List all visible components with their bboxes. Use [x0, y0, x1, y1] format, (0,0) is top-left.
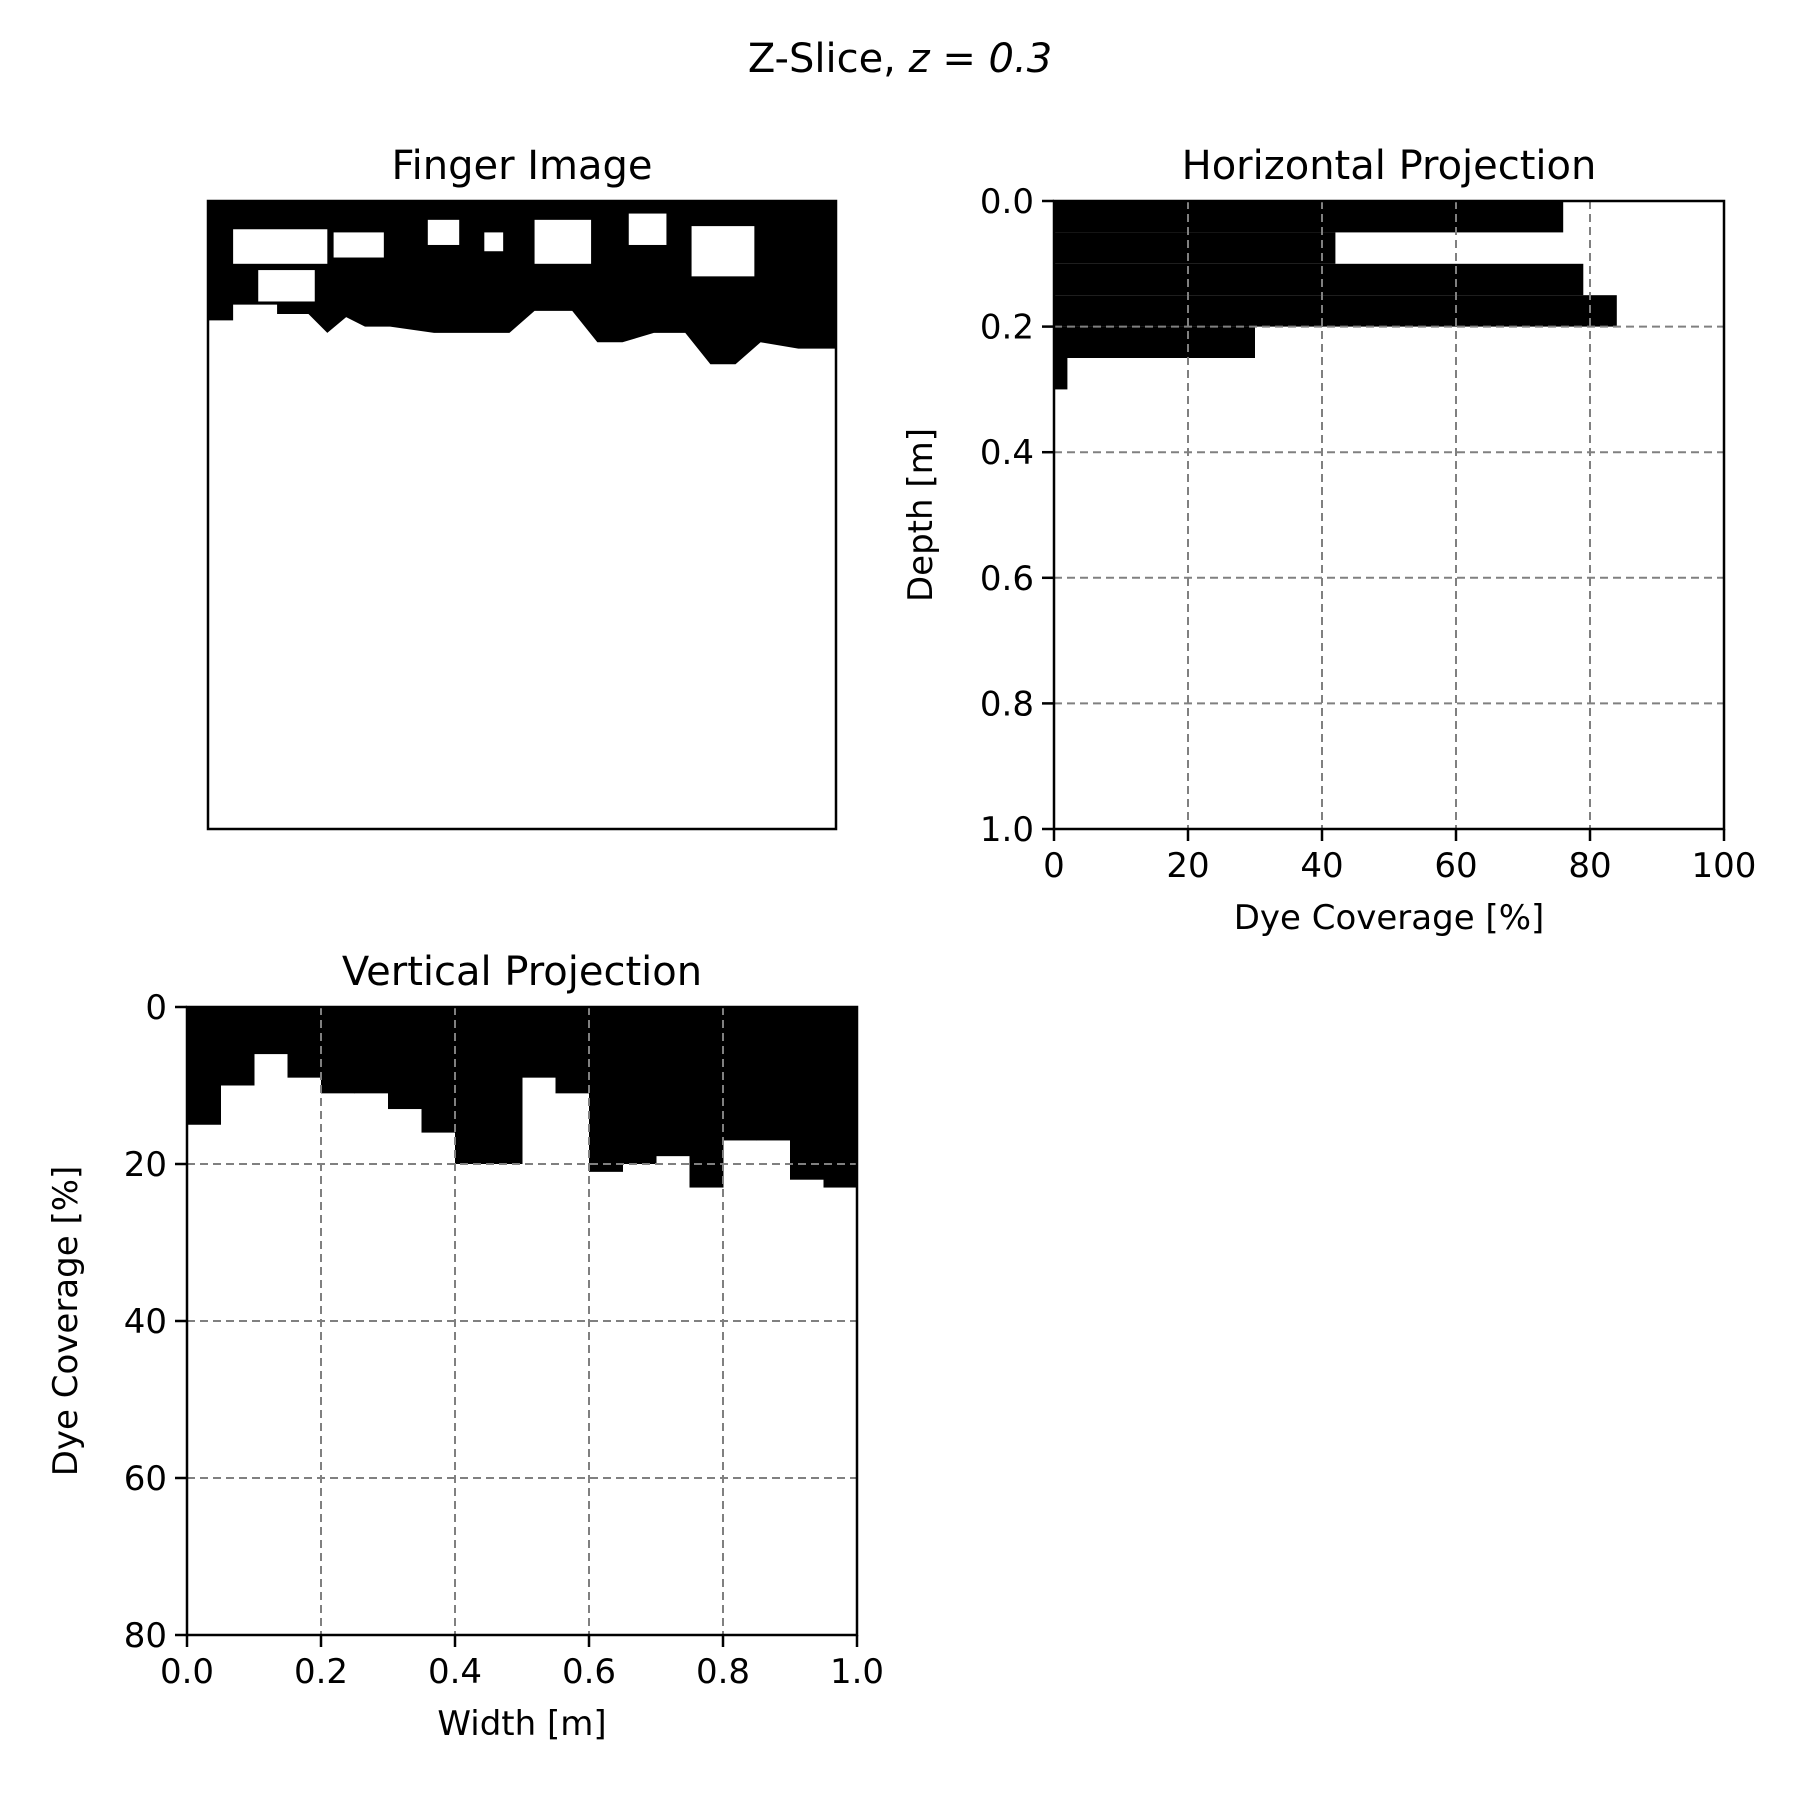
- vproj-bar: [555, 1007, 590, 1094]
- vproj-bar: [689, 1007, 724, 1188]
- hproj-xtick-label: 100: [1692, 846, 1757, 886]
- vproj-bar: [254, 1007, 288, 1055]
- hproj-xtick-label: 80: [1568, 846, 1611, 886]
- hproj-ytick-label: 0.2: [980, 308, 1034, 348]
- vproj-bar: [488, 1007, 523, 1164]
- vproj-ytick-label: 80: [124, 1616, 167, 1656]
- hproj-bar: [1054, 201, 1564, 233]
- finger-white-pocket: [258, 270, 315, 302]
- finger-image-title: Finger Image: [392, 143, 653, 189]
- vproj-bar: [522, 1007, 556, 1078]
- figure-suptitle: Z-Slice, z = 0.3: [748, 36, 1052, 82]
- hproj-xtick-label: 0: [1043, 846, 1065, 886]
- vproj-ytick-label: 0: [145, 988, 167, 1028]
- finger-white-pocket: [333, 232, 384, 258]
- suptitle-text: Z-Slice,: [748, 36, 909, 82]
- horizontal-projection-panel: 0 20 40 60 80 100 0.0 0.2 0.4 0.6 0.8 1.0 Horizontal…: [901, 143, 1756, 938]
- finger-white-pocket: [427, 219, 460, 245]
- vproj-xtick-label: 0.0: [160, 1652, 214, 1692]
- vproj-ylabel: Dye Coverage [%]: [46, 1166, 86, 1477]
- hproj-bar: [1054, 358, 1068, 390]
- vproj-xtick-label: 0.2: [294, 1652, 348, 1692]
- finger-white-pocket: [628, 213, 667, 245]
- vproj-xtick-label: 0.4: [428, 1652, 482, 1692]
- vproj-xtick-label: 0.6: [562, 1652, 616, 1692]
- finger-white-pocket: [233, 229, 328, 264]
- vproj-bar: [287, 1007, 322, 1078]
- vproj-bar: [187, 1007, 221, 1125]
- finger-white-pocket: [484, 232, 504, 252]
- hproj-xlabel: Dye Coverage [%]: [1234, 898, 1545, 938]
- hproj-xtick-label: 40: [1300, 846, 1343, 886]
- vproj-bar: [823, 1007, 858, 1188]
- vproj-bar: [321, 1007, 355, 1094]
- vproj-bar: [656, 1007, 690, 1157]
- vproj-bar: [421, 1007, 456, 1133]
- hproj-bar: [1054, 263, 1584, 296]
- finger-white-pocket: [691, 226, 755, 277]
- vproj-bar: [589, 1007, 623, 1172]
- suptitle-math: z = 0.3: [908, 36, 1053, 82]
- vproj-ytick-label: 20: [124, 1145, 167, 1185]
- finger-white-pocket: [534, 219, 592, 264]
- vproj-xtick-label: 1.0: [830, 1652, 884, 1692]
- vproj-bar: [790, 1007, 824, 1180]
- vproj-xlabel: Width [m]: [437, 1704, 606, 1744]
- vproj-bar: [756, 1007, 791, 1141]
- hproj-frame: [1052, 199, 1726, 831]
- hproj-title: Horizontal Projection: [1182, 143, 1597, 189]
- vproj-xtick-label: 0.8: [696, 1652, 750, 1692]
- vproj-bar: [622, 1007, 657, 1164]
- hproj-ytick-label: 0.0: [980, 182, 1034, 222]
- vproj-bar: [455, 1007, 489, 1164]
- hproj-bar: [1054, 326, 1255, 358]
- hproj-xtick-label: 60: [1434, 846, 1477, 886]
- hproj-ytick-label: 0.4: [980, 433, 1034, 473]
- hproj-ylabel: Depth [m]: [901, 428, 941, 602]
- vproj-ytick-label: 60: [124, 1459, 167, 1499]
- vproj-bar: [354, 1007, 389, 1094]
- vproj-ytick-label: 40: [124, 1302, 167, 1342]
- vproj-title: Vertical Projection: [342, 949, 702, 995]
- hproj-ytick-label: 0.8: [980, 684, 1034, 724]
- finger-image-panel: Finger Image: [206, 143, 838, 831]
- hproj-xtick-label: 20: [1166, 846, 1209, 886]
- hproj-ytick-label: 0.6: [980, 559, 1034, 599]
- hproj-bar: [1054, 295, 1617, 327]
- hproj-ytick-label: 1.0: [980, 810, 1034, 850]
- finger-image-frame: [206, 199, 838, 831]
- hproj-bar: [1054, 232, 1336, 264]
- vertical-projection-panel: 0.0 0.2 0.4 0.6 0.8 1.0 0 20 40 60 80 Vertical Proj…: [46, 949, 884, 1744]
- vproj-bar: [388, 1007, 422, 1110]
- vproj-bar: [723, 1007, 757, 1141]
- vproj-bar: [220, 1007, 255, 1086]
